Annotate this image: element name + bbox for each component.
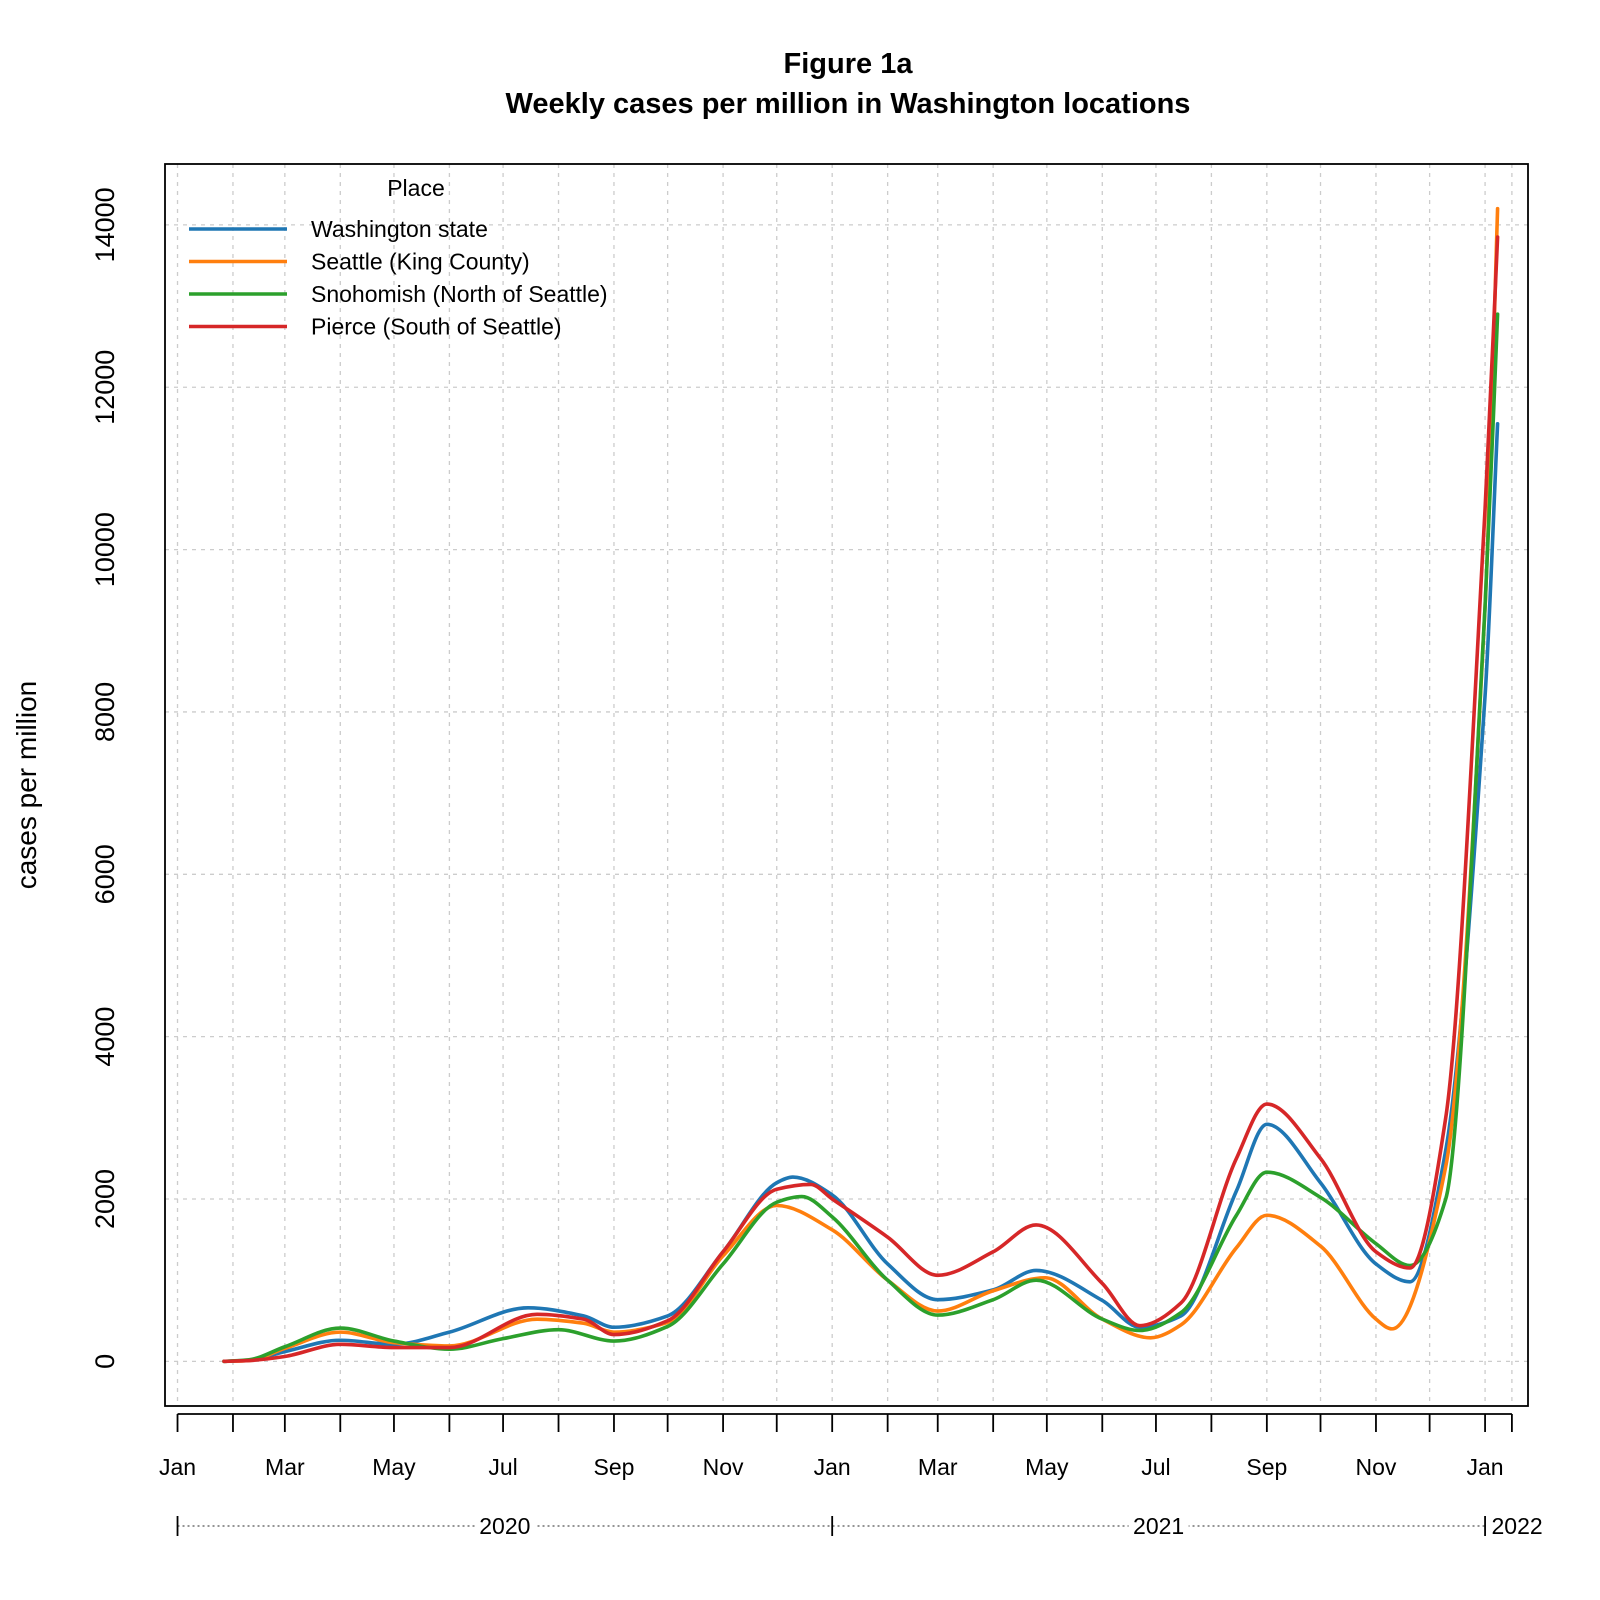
x-tick-label: Mar bbox=[918, 1454, 958, 1480]
x-tick-label: Mar bbox=[265, 1454, 305, 1480]
series-line-washington-state bbox=[222, 421, 1500, 1364]
x-tick-label: Jul bbox=[488, 1454, 517, 1480]
y-tick-label: 10000 bbox=[90, 512, 120, 587]
y-tick-label: 2000 bbox=[90, 1169, 120, 1229]
x-tick-label: Nov bbox=[1356, 1454, 1397, 1480]
chart-title: Figure 1a bbox=[784, 48, 914, 80]
y-tick-label: 0 bbox=[90, 1354, 120, 1369]
year-label: 2022 bbox=[1491, 1513, 1542, 1539]
year-label-bg bbox=[474, 1512, 535, 1540]
y-tick-label: 12000 bbox=[90, 350, 120, 425]
series-line-pierce-south-of-seattle bbox=[222, 235, 1500, 1364]
y-tick-label: 4000 bbox=[90, 1007, 120, 1067]
legend: Place Washington state Seattle (King Coun… bbox=[189, 175, 608, 340]
x-tick-label: May bbox=[372, 1454, 416, 1480]
x-tick-label: May bbox=[1025, 1454, 1069, 1480]
y-tick-label: 8000 bbox=[90, 682, 120, 742]
legend-entry: Seattle (King County) bbox=[311, 249, 530, 275]
year-label: 2021 bbox=[1133, 1513, 1184, 1539]
x-tick-label: Jul bbox=[1141, 1454, 1170, 1480]
x-tick-label: Jan bbox=[1467, 1454, 1504, 1480]
y-tick-label: 6000 bbox=[90, 844, 120, 904]
x-tick-label: Jan bbox=[159, 1454, 196, 1480]
x-tick-label: Nov bbox=[703, 1454, 744, 1480]
plot-frame bbox=[164, 163, 1529, 1407]
legend-entry: Washington state bbox=[311, 216, 488, 242]
series-line-snohomish-north-of-seattle bbox=[222, 312, 1500, 1364]
x-tick-label: Sep bbox=[1246, 1454, 1287, 1480]
legend-entry: Snohomish (North of Seattle) bbox=[311, 281, 608, 307]
y-axis-label: cases per million bbox=[11, 681, 42, 890]
x-tick-label: Jan bbox=[814, 1454, 851, 1480]
series-lines bbox=[222, 206, 1500, 1364]
gridlines bbox=[165, 164, 1528, 1406]
legend-entry: Pierce (South of Seattle) bbox=[311, 314, 562, 340]
x-axis: Jan Mar May Jul Sep Nov Jan Mar May Jul Sep Nov Jan 2… bbox=[159, 1413, 1548, 1540]
year-label: 2020 bbox=[479, 1513, 530, 1539]
legend-title: Place bbox=[387, 175, 445, 201]
year-label-bg bbox=[1487, 1512, 1548, 1540]
x-tick-label: Sep bbox=[593, 1454, 634, 1480]
year-label-bg bbox=[1128, 1512, 1189, 1540]
y-axis: 0 2000 4000 6000 8000 10000 12000 14000 bbox=[90, 187, 120, 1369]
chart-subtitle: Weekly cases per million in Washington l… bbox=[506, 88, 1191, 120]
y-tick-label: 14000 bbox=[90, 187, 120, 262]
